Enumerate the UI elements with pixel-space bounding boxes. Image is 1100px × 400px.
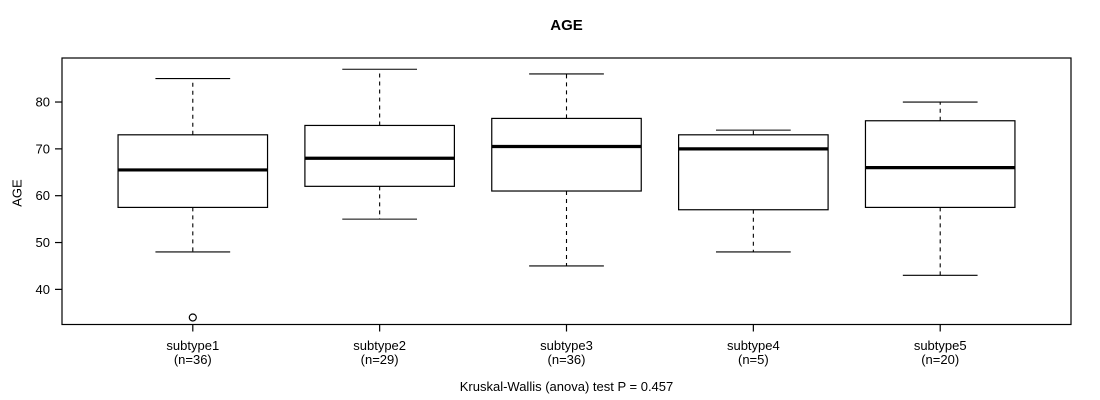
x-label-n-subtype5: (n=20)	[921, 352, 959, 367]
outlier-subtype1	[188, 313, 197, 322]
x-label-n-subtype3: (n=36)	[548, 352, 586, 367]
y-tick-label: 40	[36, 282, 50, 297]
chart-title: AGE	[550, 17, 583, 34]
x-label-n-subtype4: (n=5)	[738, 352, 769, 367]
x-label-subtype3: subtype3	[540, 338, 593, 353]
y-tick-label: 60	[36, 188, 50, 203]
y-tick-label: 50	[36, 235, 50, 250]
x-label-n-subtype1: (n=36)	[174, 352, 212, 367]
x-label-subtype2: subtype2	[353, 338, 406, 353]
stat-test-caption: Kruskal-Wallis (anova) test P = 0.457	[459, 379, 674, 394]
box-subtype3	[491, 117, 642, 192]
box-subtype2	[304, 124, 455, 187]
x-label-subtype5: subtype5	[914, 338, 967, 353]
box-subtype5	[864, 120, 1016, 209]
y-tick-label: 80	[36, 95, 50, 110]
y-tick-label: 70	[36, 141, 50, 156]
x-label-n-subtype2: (n=29)	[361, 352, 399, 367]
x-label-subtype4: subtype4	[727, 338, 780, 353]
box-subtype4	[678, 134, 829, 211]
x-label-subtype1: subtype1	[166, 338, 219, 353]
